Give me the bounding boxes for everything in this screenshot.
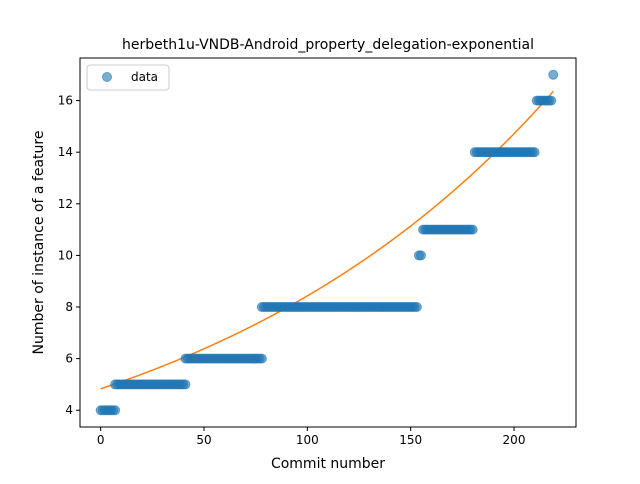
y-axis: 4 6 8 10 12 14 16 (58, 94, 80, 417)
plot-frame (79, 57, 577, 428)
x-axis: 0 50 100 150 200 (97, 427, 526, 447)
y-tick-label: 6 (65, 352, 73, 366)
y-tick-label: 4 (65, 403, 73, 417)
x-tick-label: 0 (97, 433, 105, 447)
y-axis-label: Number of instance of a feature (31, 131, 47, 355)
data-point (110, 405, 121, 416)
x-tick-label: 100 (296, 433, 319, 447)
x-tick-label: 200 (503, 433, 526, 447)
legend-label: data (131, 70, 158, 84)
legend: data (86, 64, 170, 91)
y-tick-label: 16 (58, 94, 73, 108)
data-points-layer (95, 69, 559, 416)
chart-title: herbeth1u-VNDB-Android_property_delegati… (122, 37, 534, 53)
data-point (180, 379, 191, 390)
data-point (467, 224, 478, 235)
data-point (546, 95, 557, 106)
legend-marker (102, 72, 112, 82)
y-tick-label: 14 (58, 145, 73, 159)
legend-box (86, 64, 170, 91)
y-tick-label: 12 (58, 197, 73, 211)
x-tick-label: 50 (196, 433, 211, 447)
fit-line-layer (100, 90, 554, 390)
y-tick-label: 10 (58, 248, 73, 262)
data-point (529, 147, 540, 158)
x-tick-label: 150 (399, 433, 422, 447)
data-point (416, 250, 426, 261)
data-point (548, 69, 559, 80)
data-point (411, 302, 422, 313)
data-point (256, 353, 267, 364)
x-axis-label: Commit number (271, 456, 385, 472)
y-tick-label: 8 (65, 300, 73, 314)
fit-line (100, 90, 554, 390)
